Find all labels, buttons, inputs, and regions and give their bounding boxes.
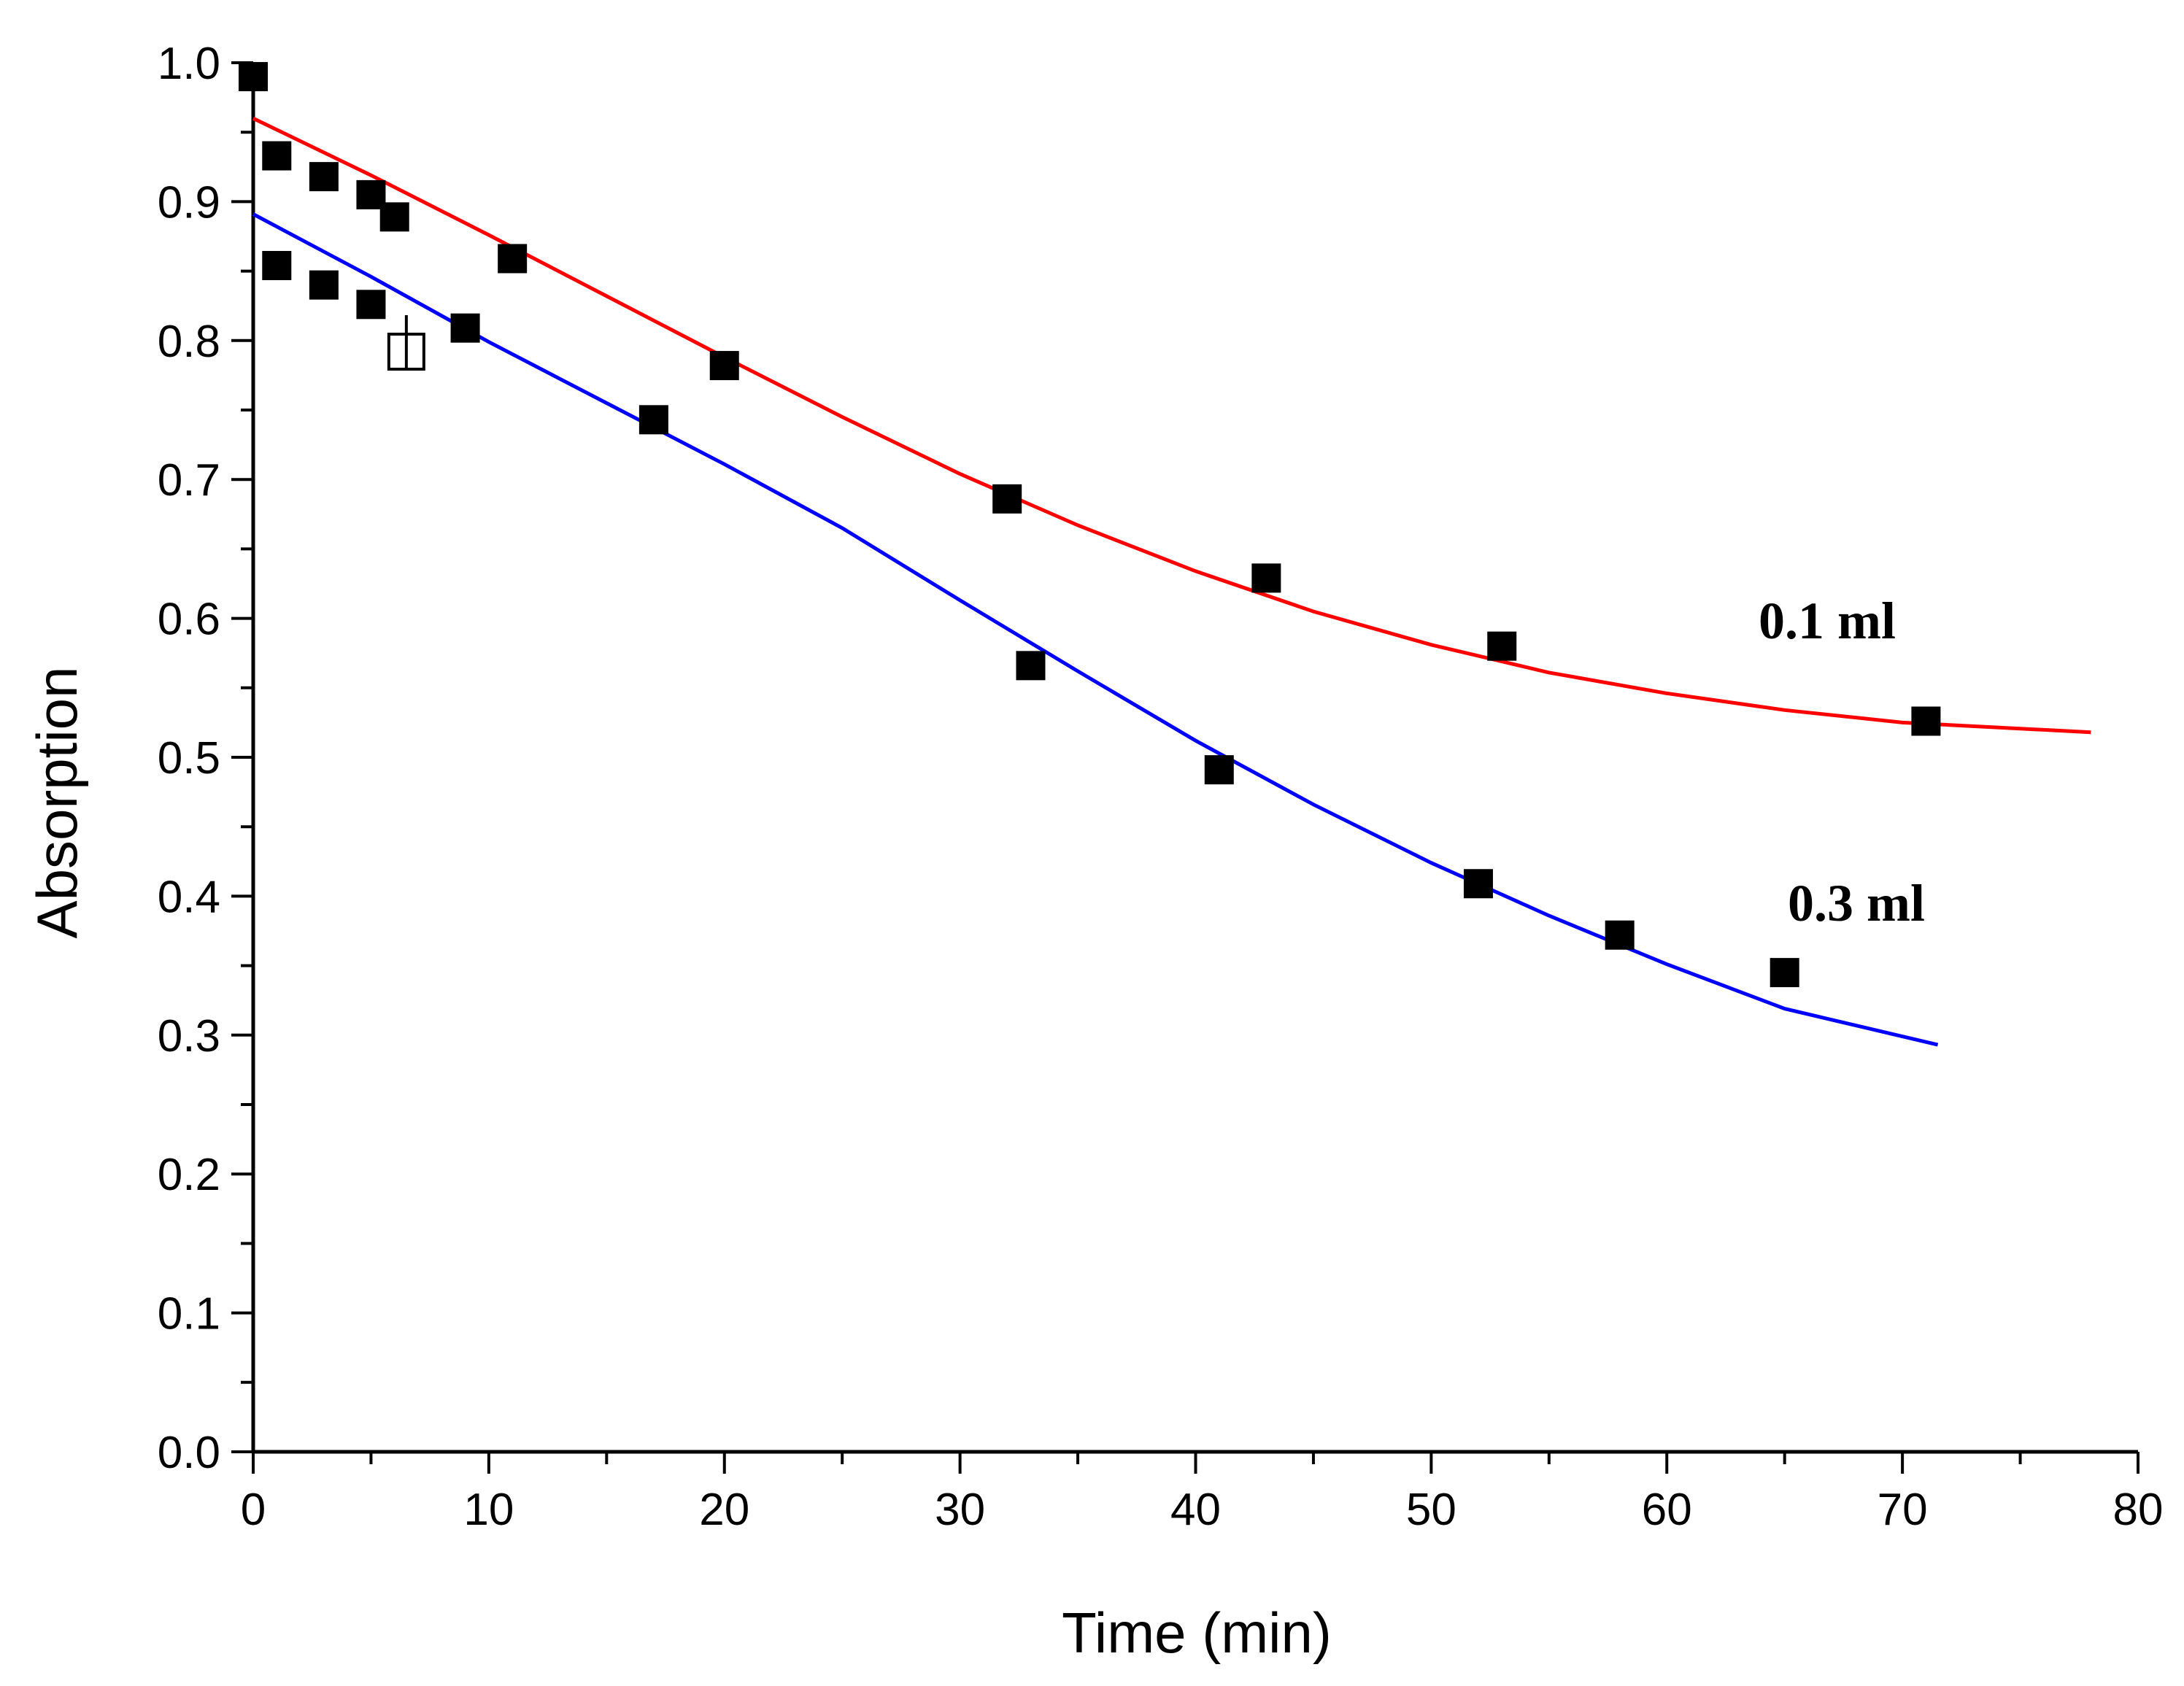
y-tick-label: 0.4 bbox=[158, 872, 220, 922]
x-tick-label: 70 bbox=[1878, 1485, 1928, 1535]
data-point-series-2 bbox=[262, 250, 292, 280]
y-tick-label: 0.3 bbox=[158, 1011, 220, 1062]
x-tick-label: 80 bbox=[2113, 1485, 2164, 1535]
y-tick-label: 0.0 bbox=[158, 1428, 220, 1478]
data-point-series-2 bbox=[1016, 651, 1046, 681]
data-point-series-1 bbox=[1911, 706, 1941, 736]
data-point-series-1 bbox=[379, 202, 409, 232]
x-tick-label: 0 bbox=[241, 1485, 266, 1535]
data-point-series-2 bbox=[356, 290, 386, 320]
y-tick-label: 0.7 bbox=[158, 455, 220, 506]
y-axis-title: Absorption bbox=[25, 667, 89, 939]
data-point-series-1 bbox=[498, 244, 528, 274]
x-tick-label: 10 bbox=[463, 1485, 514, 1535]
series-label-0-3-ml: 0.3 ml bbox=[1788, 874, 1925, 932]
y-tick-label: 0.5 bbox=[158, 733, 220, 784]
x-tick-label: 20 bbox=[699, 1485, 749, 1535]
y-tick-label: 0.9 bbox=[158, 177, 220, 228]
y-tick-label: 0.6 bbox=[158, 595, 220, 645]
fit-line-series-2 bbox=[252, 212, 1939, 1047]
x-axis-title: Time (min) bbox=[1062, 1601, 1332, 1665]
data-point-series-2 bbox=[450, 313, 480, 343]
x-tick-label: 30 bbox=[935, 1485, 985, 1535]
y-tick-label: 0.1 bbox=[158, 1289, 220, 1339]
data-point-series-1 bbox=[709, 351, 739, 381]
open-marker bbox=[387, 315, 425, 371]
axes: 0 10 20 30 40 50 60 70 80 0.0 0.1 0.2 0.3 0.4 0.5 0.6 0.… bbox=[158, 39, 2164, 1535]
data-point-series-2 bbox=[638, 405, 668, 435]
data-point-series-2 bbox=[1605, 920, 1635, 950]
data-point-series-2 bbox=[1204, 755, 1234, 785]
y-tick-label: 0.2 bbox=[158, 1150, 220, 1200]
x-tick-label: 50 bbox=[1406, 1485, 1456, 1535]
x-tick-label: 60 bbox=[1642, 1485, 1692, 1535]
y-tick-label: 0.8 bbox=[158, 317, 220, 367]
data-point-series-1 bbox=[309, 162, 339, 192]
data-point-series-1 bbox=[992, 484, 1022, 514]
data-point-series-1 bbox=[239, 62, 268, 92]
data-point-series-2 bbox=[1770, 958, 1799, 988]
data-point-series-2 bbox=[309, 270, 339, 300]
data-point-series-2 bbox=[1463, 869, 1493, 899]
y-tick-label: 1.0 bbox=[158, 39, 220, 89]
series-label-0-1-ml: 0.1 ml bbox=[1759, 592, 1896, 650]
chart-marks bbox=[239, 62, 2091, 1047]
fit-line-series-1 bbox=[252, 116, 2091, 735]
x-tick-label: 40 bbox=[1170, 1485, 1221, 1535]
data-point-series-1 bbox=[1251, 563, 1281, 593]
data-point-series-1 bbox=[1487, 631, 1517, 661]
data-point-series-1 bbox=[262, 141, 292, 171]
